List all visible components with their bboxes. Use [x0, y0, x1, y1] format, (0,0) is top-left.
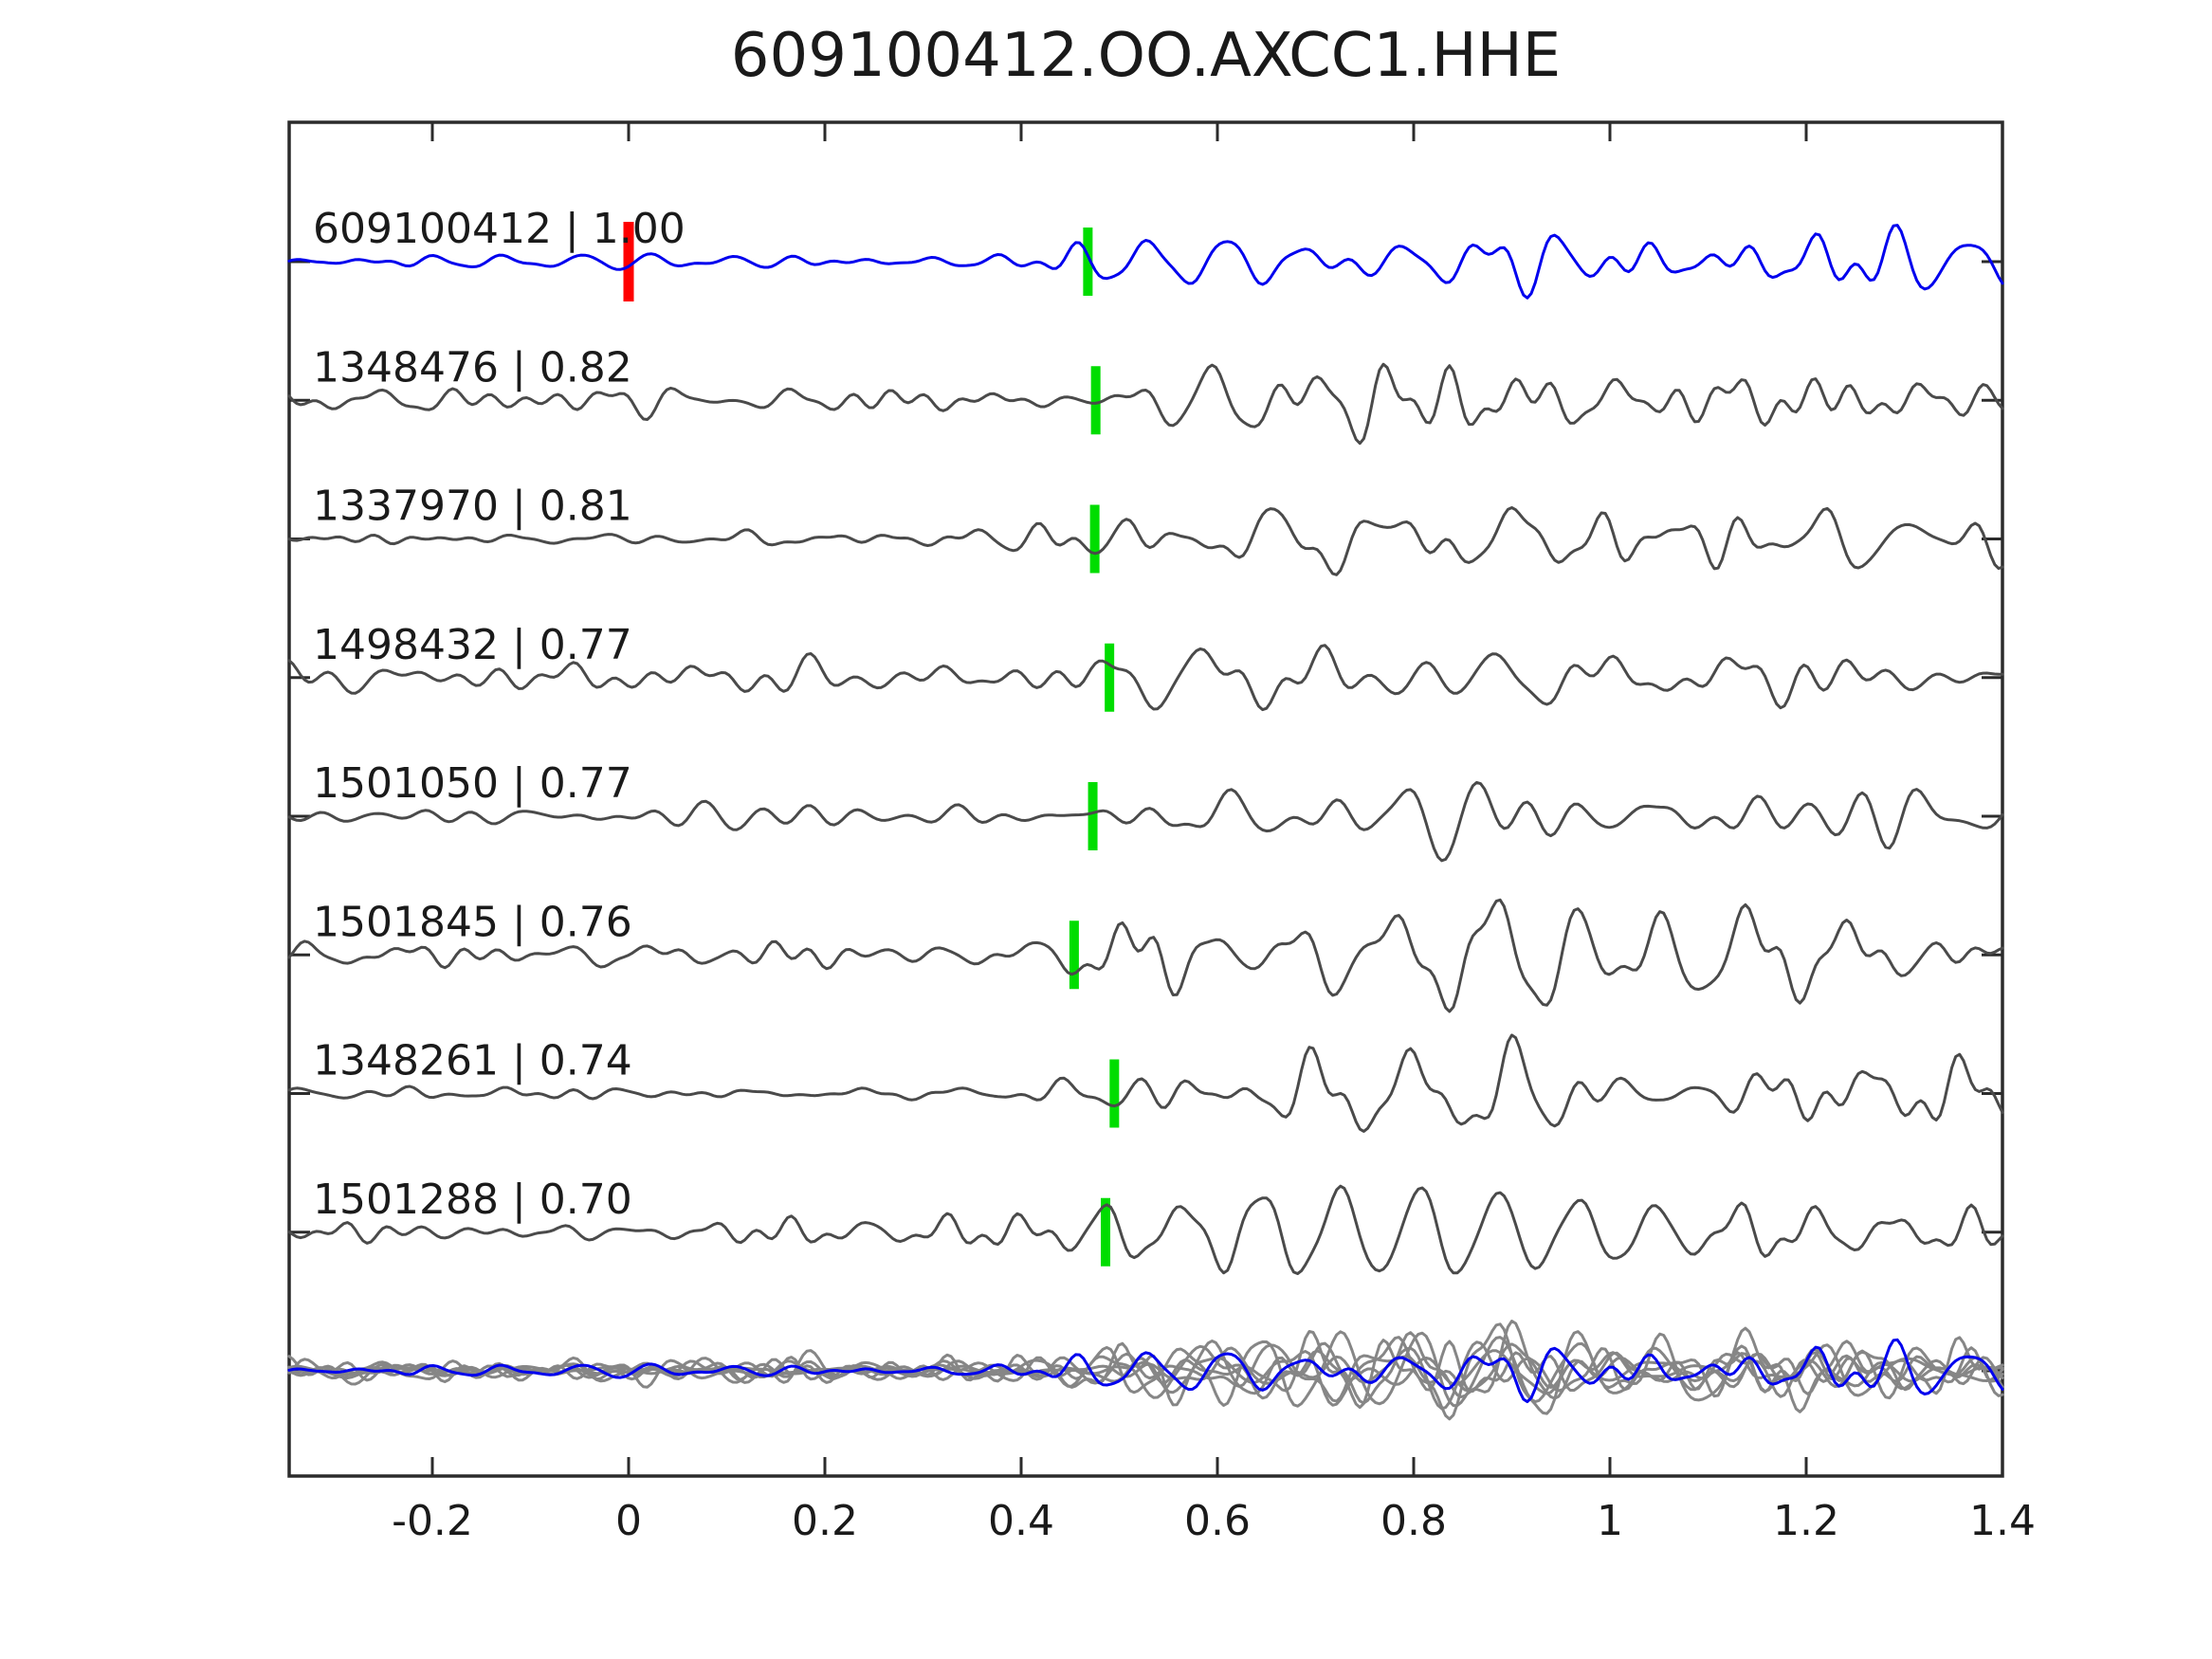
x-tick-label: 1.4	[1969, 1497, 2036, 1545]
waveform-trace-1501288	[287, 1184, 2004, 1275]
trace-label-1501050: 1501050 | 0.77	[313, 759, 632, 808]
trace-row-1501288: 1501288 | 0.70	[287, 1176, 2004, 1275]
waveform-trace-1501050	[287, 780, 2004, 863]
x-tick-label: 0.2	[792, 1497, 858, 1545]
pick-marker-green-1348261	[1109, 1059, 1120, 1128]
trace-label-1498432: 1498432 | 0.77	[313, 621, 632, 669]
pick-marker-green-1337970	[1089, 504, 1100, 574]
waveform-trace-1501845	[287, 898, 2004, 1013]
x-tick-label: 0	[615, 1497, 642, 1545]
trace-label-1501288: 1501288 | 0.70	[313, 1176, 632, 1224]
pick-marker-green-1501050	[1088, 782, 1098, 850]
pick-marker-green-609100412	[1083, 228, 1093, 296]
x-tick-label: 1.2	[1773, 1497, 1839, 1545]
pick-marker-green-1501288	[1101, 1197, 1111, 1267]
x-tick-label: 0.4	[988, 1497, 1054, 1545]
x-tick-label: 1	[1597, 1497, 1623, 1545]
trace-row-1498432: 1498432 | 0.77	[287, 621, 2004, 712]
waveform-trace-overlay-1498432	[287, 1341, 2004, 1400]
trace-label-1348476: 1348476 | 0.82	[313, 343, 632, 392]
pick-marker-green-1501845	[1069, 921, 1079, 990]
waveform-trace-1348261	[287, 1033, 2004, 1133]
overlay-row	[287, 1320, 2004, 1421]
trace-row-1348476: 1348476 | 0.82	[287, 343, 2004, 446]
trace-label-1337970: 1337970 | 0.81	[313, 483, 632, 531]
waveform-trace-overlay-609100412	[287, 1338, 2004, 1404]
chart-title: 609100412.OO.AXCC1.HHE	[730, 21, 1562, 91]
x-tick-label: 0.8	[1380, 1497, 1447, 1545]
waveform-trace-overlay-1501288	[287, 1330, 2004, 1408]
pick-marker-green-1348476	[1090, 366, 1101, 435]
trace-label-1348261: 1348261 | 0.74	[313, 1037, 632, 1085]
trace-row-1337970: 1337970 | 0.81	[287, 483, 2004, 576]
waveform-trace-1337970	[287, 506, 2004, 576]
waveform-trace-609100412	[287, 224, 2004, 300]
trace-row-1501050: 1501050 | 0.77	[287, 759, 2004, 863]
waveform-trace-1348476	[287, 362, 2004, 446]
x-tick-label: -0.2	[392, 1497, 473, 1545]
trace-label-609100412: 609100412 | 1.00	[313, 205, 686, 253]
trace-row-609100412: 609100412 | 1.00	[287, 205, 2004, 301]
x-tick-label: 0.6	[1184, 1497, 1251, 1545]
trace-label-1501845: 1501845 | 0.76	[313, 898, 632, 946]
waveform-trace-1498432	[287, 644, 2004, 712]
plot-border	[287, 120, 2004, 1478]
pick-marker-green-1498432	[1105, 643, 1115, 712]
origin-marker-red-609100412	[623, 222, 634, 301]
trace-row-1348261: 1348261 | 0.74	[287, 1033, 2004, 1133]
trace-row-1501845: 1501845 | 0.76	[287, 898, 2004, 1013]
